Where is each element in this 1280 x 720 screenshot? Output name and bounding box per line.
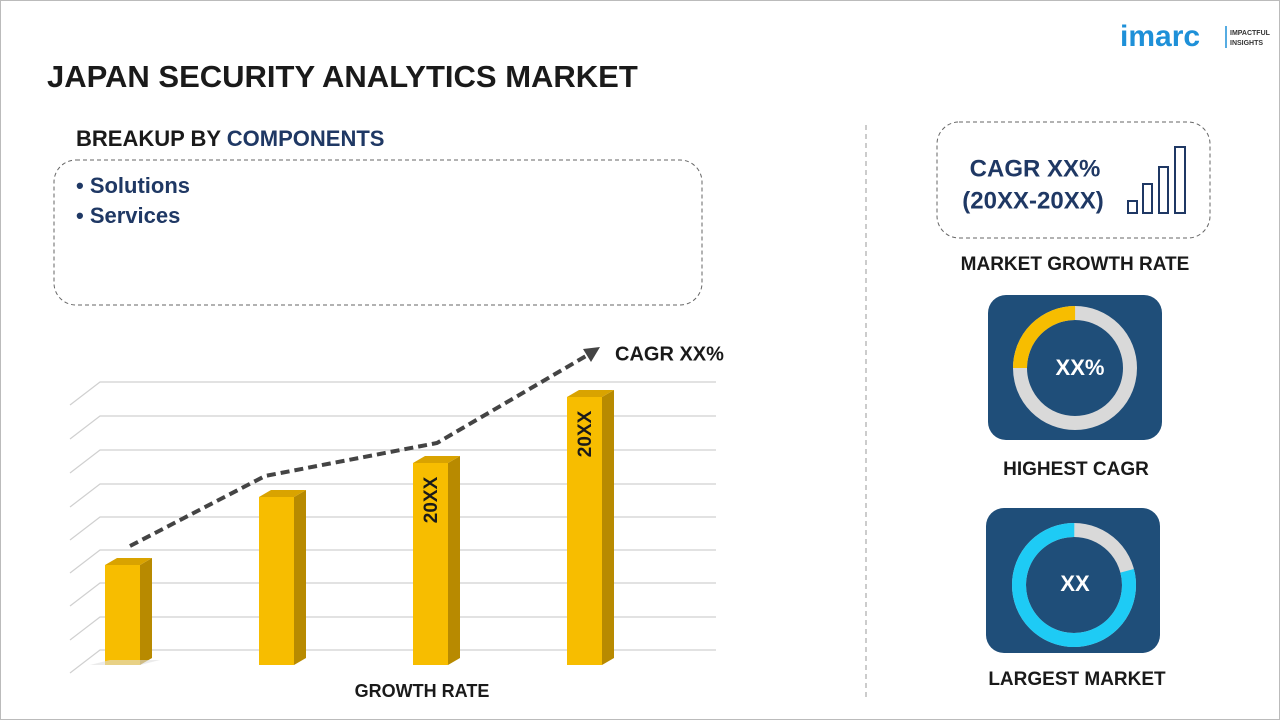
growth-icon <box>1127 146 1186 214</box>
breakup-item: • Services <box>76 203 180 228</box>
donut-arc <box>1013 306 1137 430</box>
chart-axis-label: GROWTH RATE <box>355 681 490 701</box>
cagr-text: CAGR XX% <box>970 155 1101 182</box>
breakup-heading-topic: COMPONENTS <box>227 126 385 151</box>
bar-label: 20XX <box>575 410 596 457</box>
trend-line <box>129 354 588 548</box>
bar-label: 20XX <box>421 476 442 523</box>
logo-brand: imarc <box>1120 20 1200 53</box>
chart-grid <box>69 381 716 674</box>
cagr-box <box>936 121 1211 239</box>
breakup-box <box>53 159 703 306</box>
largest-market-caption: LARGEST MARKET <box>988 669 1166 690</box>
logo-tagline: IMPACTFUL <box>1230 30 1271 37</box>
cagr-caption: MARKET GROWTH RATE <box>961 254 1190 275</box>
donut-arc <box>1012 523 1136 647</box>
logo-tagline: INSIGHTS <box>1230 40 1263 47</box>
growth-bars <box>90 390 614 665</box>
breakup-heading-prefix: BREAKUP BY <box>76 126 221 151</box>
page-title: JAPAN SECURITY ANALYTICS MARKET <box>47 59 638 94</box>
breakup-heading: BREAKUP BY COMPONENTS <box>76 126 384 151</box>
cagr-period: (20XX-20XX) <box>962 187 1103 214</box>
trend-label: CAGR XX% <box>615 343 724 365</box>
highest-cagr-value: XX% <box>1056 355 1105 380</box>
largest-market-value: XX <box>1060 571 1090 596</box>
breakup-item: • Solutions <box>76 173 190 198</box>
highest-cagr-caption: HIGHEST CAGR <box>1003 459 1149 480</box>
trend-arrowhead <box>583 347 600 362</box>
